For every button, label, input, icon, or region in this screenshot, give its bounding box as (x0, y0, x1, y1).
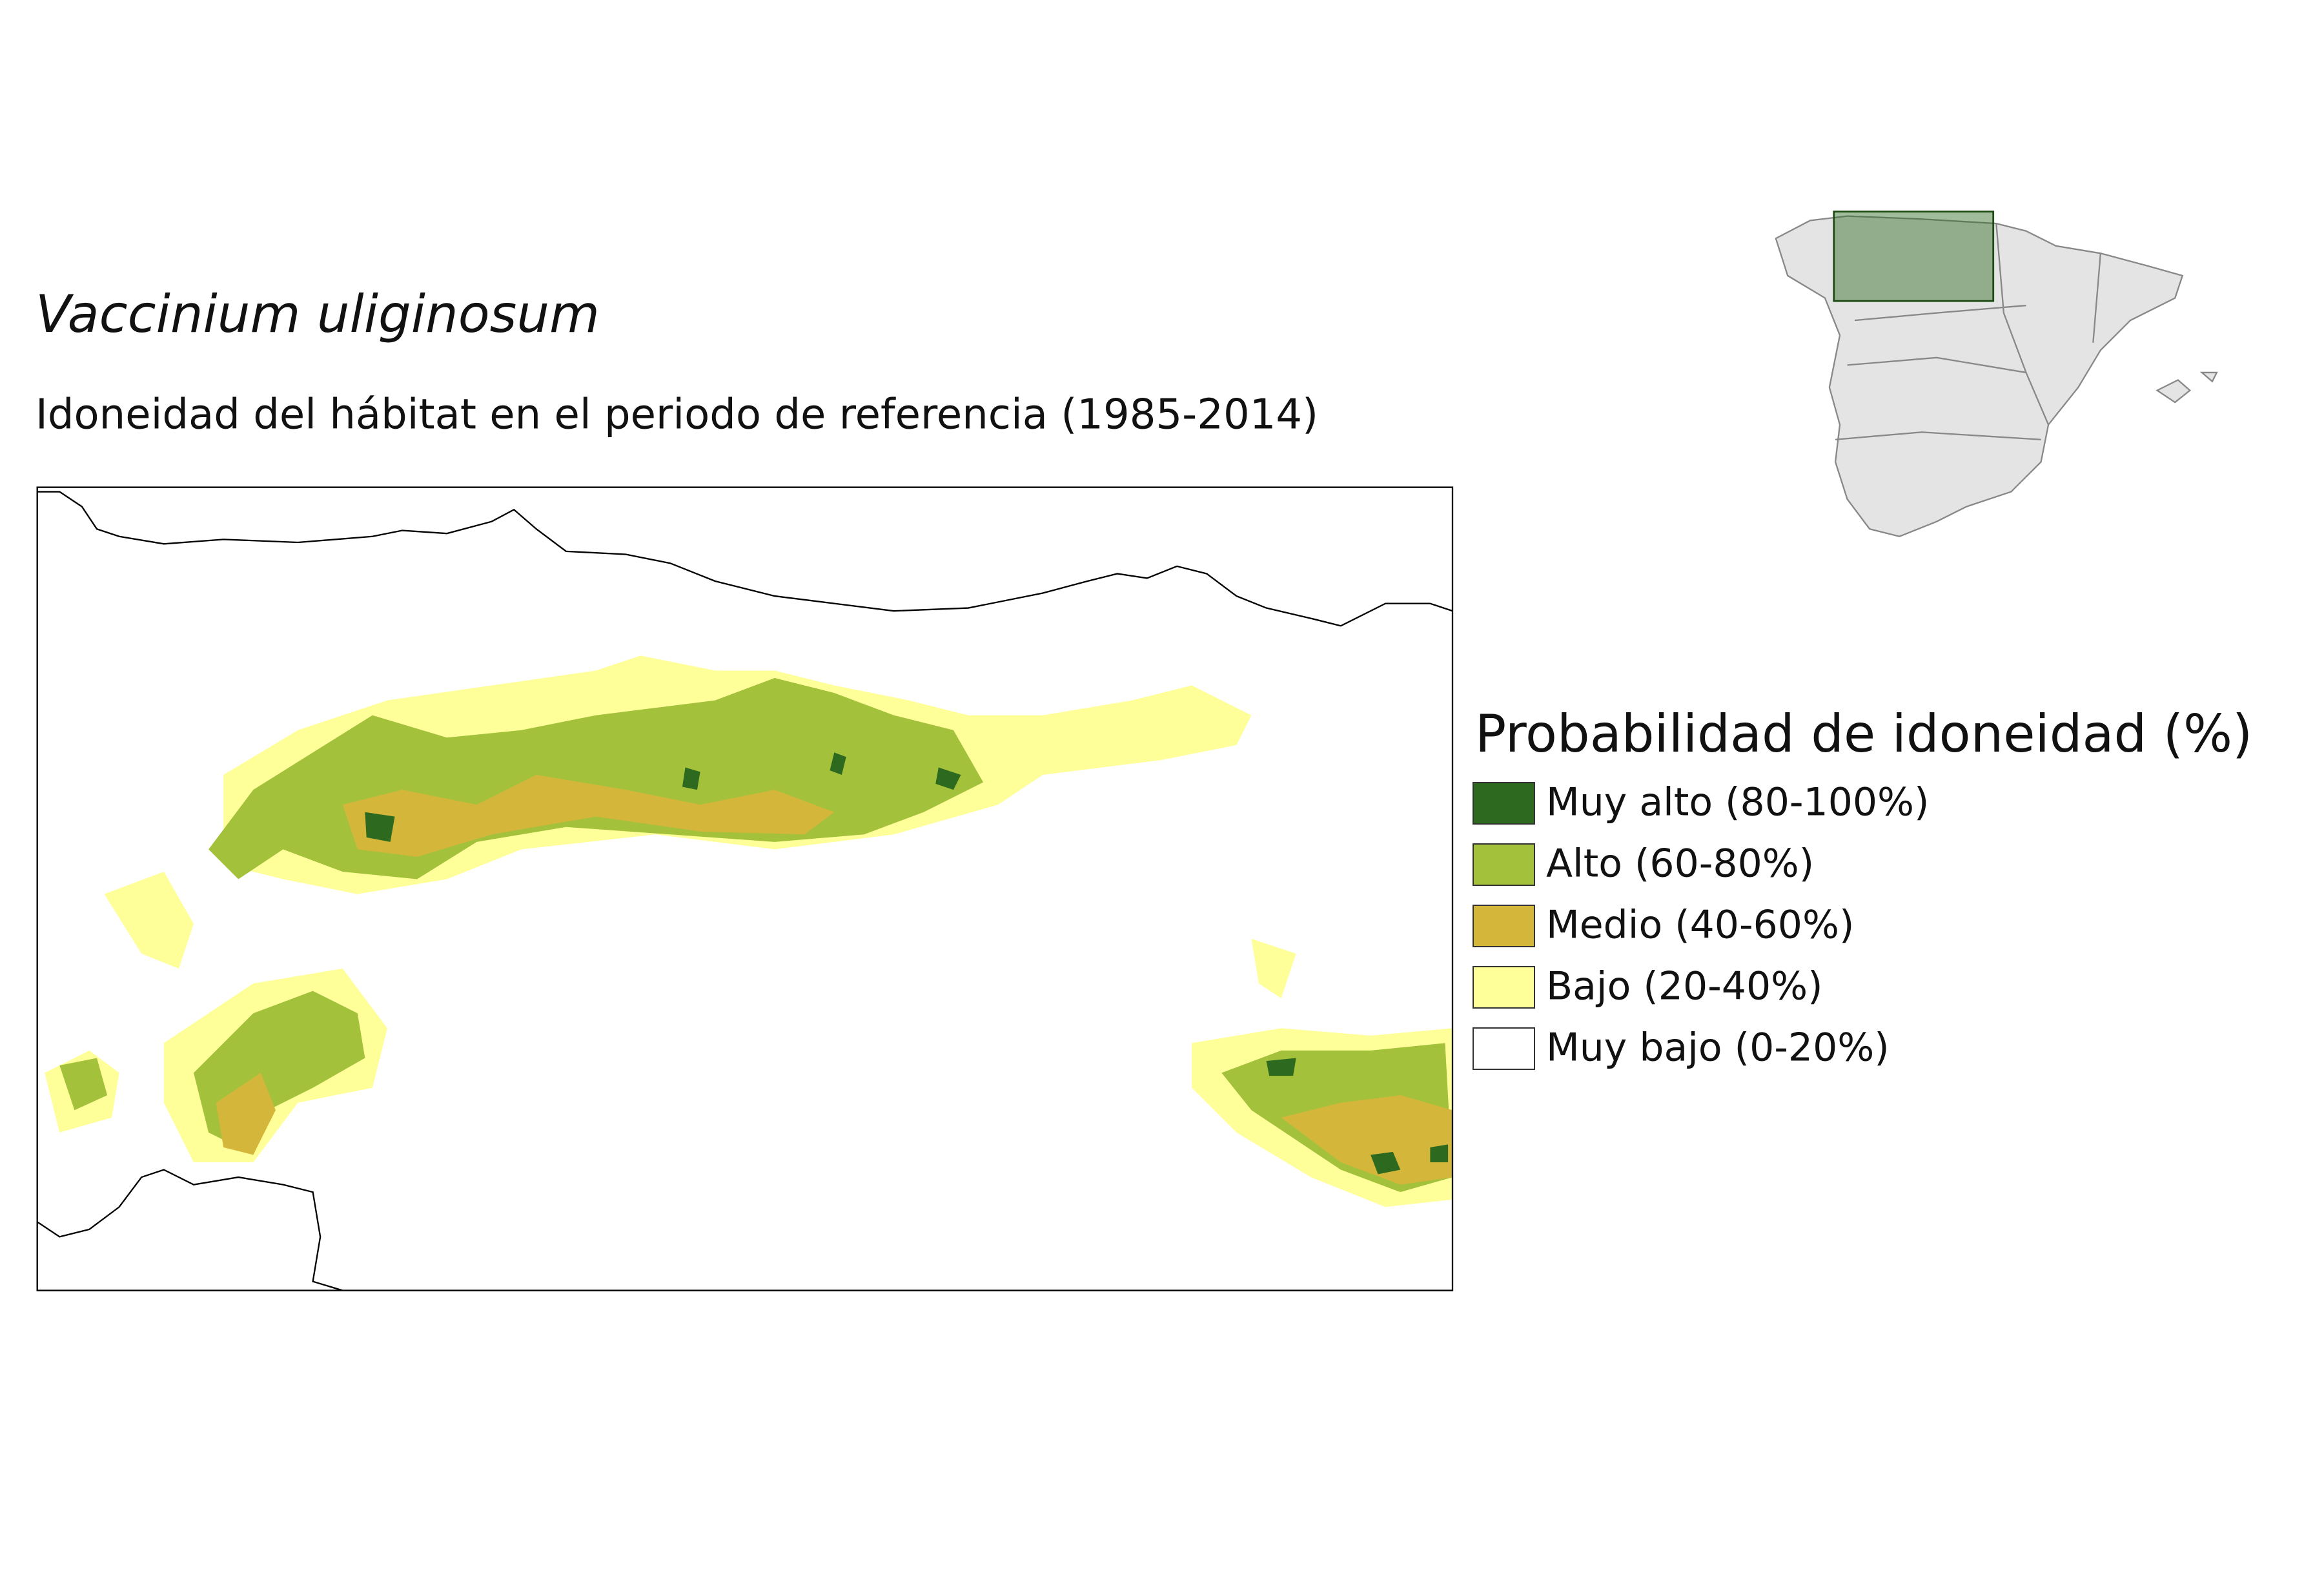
legend-swatch (1473, 782, 1535, 825)
legend-label: Alto (60-80%) (1546, 841, 1814, 887)
legend-label: Muy bajo (0-20%) (1546, 1025, 1890, 1071)
main-map (36, 486, 1454, 1291)
inset-map (1775, 211, 2218, 537)
habitat-area (342, 775, 835, 857)
legend-swatch (1473, 966, 1535, 1009)
legend-swatch (1473, 1027, 1535, 1070)
coastline (37, 491, 1453, 627)
habitat-area (216, 1073, 276, 1155)
legend: Muy alto (80-100%) Alto (60-80%) Medio (40… (1473, 780, 1929, 1071)
legend-label: Bajo (20-40%) (1546, 964, 1823, 1009)
habitat-area (1266, 1058, 1449, 1175)
legend-label: Medio (40-60%) (1546, 903, 1854, 948)
islands (2156, 371, 2218, 404)
map-background (37, 487, 1453, 1291)
legend-title: Probabilidad de idoneidad (%) (1475, 704, 2252, 764)
legend-swatch (1473, 905, 1535, 947)
legend-swatch (1473, 843, 1535, 886)
subtitle: Idoneidad del hábitat en el periodo de r… (36, 391, 1318, 439)
habitat-area (59, 991, 365, 1147)
region-borders (1835, 223, 2102, 440)
habitat-area (1281, 1095, 1453, 1185)
legend-label: Muy alto (80-100%) (1546, 780, 1929, 825)
species-title: Vaccinium uliginosum (36, 284, 600, 344)
study-area-box (1833, 211, 1995, 302)
map-frame (36, 486, 1454, 1291)
border (37, 1169, 343, 1291)
